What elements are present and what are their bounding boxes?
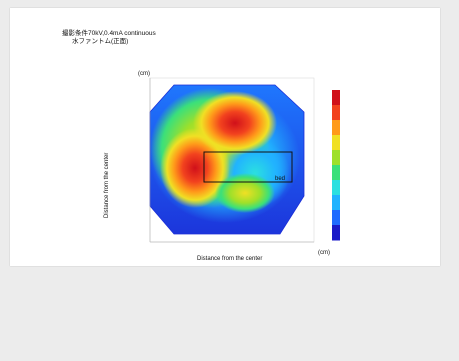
- title-line-2: 水ファントム(正面): [72, 38, 129, 45]
- colorbar-segment: [332, 210, 340, 226]
- bed-box: [203, 151, 293, 183]
- slide: 撮影条件70kV,0.4mA continuous 水ファントム(正面) (cm…: [10, 8, 440, 266]
- colorbar-segment: [332, 195, 340, 211]
- x-axis-label: Distance from the center: [197, 256, 263, 262]
- y-unit-label: (cm): [138, 71, 150, 77]
- colorbar-segment: [332, 165, 340, 181]
- heatmap-field: [150, 85, 304, 234]
- colorbar-segment: [332, 105, 340, 121]
- colorbar-segment: [332, 225, 340, 241]
- colorbar-segment: [332, 120, 340, 136]
- colorbar-segment: [332, 180, 340, 196]
- colorbar-segment: [332, 135, 340, 151]
- axis-ticks: [149, 78, 314, 243]
- colorbar-segment: [332, 90, 340, 106]
- chart-title: 撮影条件70kV,0.4mA continuous 水ファントム(正面): [62, 30, 156, 46]
- title-line-1: 撮影条件70kV,0.4mA continuous: [62, 30, 156, 37]
- bed-label: bed: [275, 176, 285, 182]
- colorbar-segment: [332, 150, 340, 166]
- colorbar: [332, 90, 340, 241]
- x-unit-label: (cm): [318, 250, 330, 256]
- heatmap-plot: bed: [149, 77, 340, 243]
